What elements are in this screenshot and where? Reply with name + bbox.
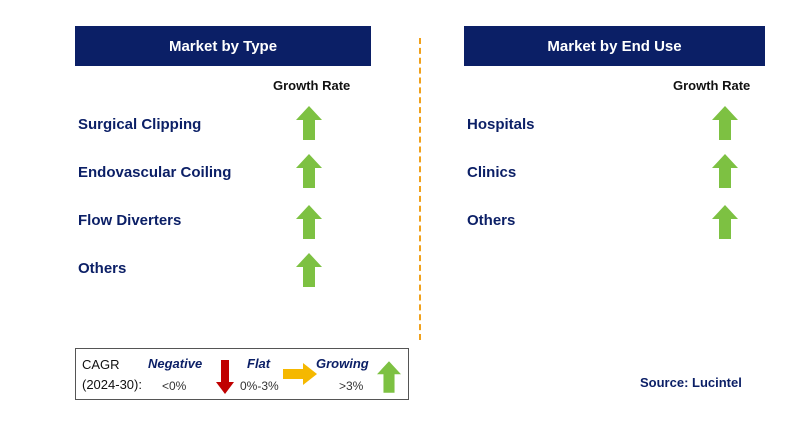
growing-arrow-icon: [712, 205, 738, 239]
legend-period-label: (2024-30):: [82, 377, 142, 392]
growing-arrow-icon: [712, 106, 738, 140]
source-label: Source: Lucintel: [640, 375, 742, 390]
panel-divider: [419, 38, 421, 340]
flat-arrow-icon: [283, 363, 317, 385]
type-row-others: Others: [78, 260, 127, 277]
legend-flat-label: Flat: [247, 356, 271, 371]
market-by-type-header: Market by Type: [75, 26, 371, 66]
type-row-surgical-clipping: Surgical Clipping: [78, 116, 202, 133]
end-use-row-hospitals: Hospitals: [467, 116, 535, 133]
growing-arrow-icon: [377, 361, 401, 393]
cagr-legend: CAGR (2024-30): Negative <0% Flat 0%-3% …: [75, 348, 409, 400]
right-growth-rate-label: Growth Rate: [673, 78, 751, 93]
left-growth-rate-label: Growth Rate: [273, 78, 351, 93]
legend-cagr-label: CAGR: [82, 357, 120, 372]
growing-arrow-icon: [296, 106, 322, 140]
legend-growing-label: Growing: [316, 356, 369, 371]
legend-flat-range: 0%-3%: [240, 379, 279, 393]
end-use-row-clinics: Clinics: [467, 164, 517, 181]
legend-growing-range: >3%: [339, 379, 364, 393]
growing-arrow-icon: [296, 253, 322, 287]
legend-negative-range: <0%: [162, 379, 187, 393]
market-by-end-use-header: Market by End Use: [464, 26, 765, 66]
type-row-flow-diverters: Flow Diverters: [78, 212, 182, 229]
type-row-endovascular-coiling: Endovascular Coiling: [78, 164, 232, 181]
negative-arrow-icon: [216, 360, 234, 394]
growing-arrow-icon: [296, 154, 322, 188]
growing-arrow-icon: [296, 205, 322, 239]
legend-negative-label: Negative: [148, 356, 203, 371]
growing-arrow-icon: [712, 154, 738, 188]
end-use-row-others: Others: [467, 212, 516, 229]
